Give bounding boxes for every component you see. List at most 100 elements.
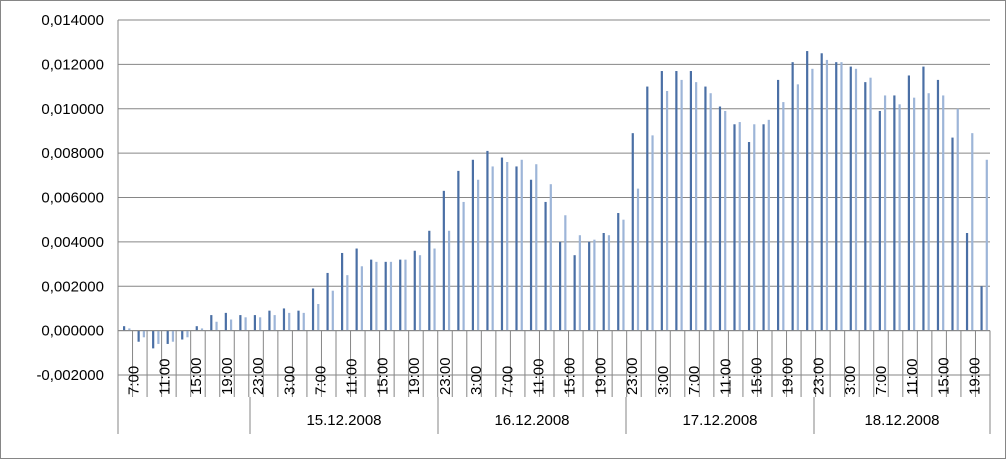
bar (825, 59, 829, 331)
bar (535, 164, 538, 331)
y-tick-label: 0,008000 (41, 145, 104, 162)
bar (375, 261, 378, 331)
x-hour-label: 19:00 (219, 357, 236, 395)
x-hour-label: 11:00 (530, 359, 547, 395)
bar (346, 275, 349, 331)
y-axis-ticks: -0,002000 0,000000 0,002000 0,004000 0,00600… (36, 12, 104, 384)
bar (898, 104, 901, 331)
x-hour-label: 23:00 (437, 357, 454, 395)
bar (965, 233, 969, 331)
bar (559, 241, 562, 331)
bar (651, 135, 654, 331)
bar (777, 79, 780, 331)
y-tick-label: 0,014000 (41, 12, 104, 29)
bar (680, 79, 683, 331)
x-date-label: 16.12.2008 (494, 412, 569, 429)
bar (762, 124, 765, 331)
x-axis-hour-labels: 7:00 11:00 15:00 19:00 23:00 3:00 7:00 11:00 15:… (126, 357, 984, 395)
bar (215, 321, 218, 331)
bar (355, 248, 358, 331)
bars (123, 51, 988, 349)
bar (869, 77, 872, 331)
bar (927, 93, 930, 331)
bar (331, 290, 334, 331)
bar (389, 261, 393, 331)
bar (593, 239, 596, 331)
bar (244, 317, 247, 331)
bar (195, 326, 198, 331)
bar (506, 162, 509, 331)
bar (273, 315, 276, 331)
bar (854, 68, 858, 331)
x-hour-label: 15:00 (375, 357, 392, 395)
y-tick-label: 0,004000 (41, 234, 104, 251)
y-tick-label: 0,000000 (41, 323, 104, 340)
bar (753, 124, 756, 331)
bar (704, 86, 707, 331)
bar (907, 75, 910, 331)
bar (433, 248, 436, 331)
bar (936, 79, 940, 331)
bar (564, 215, 567, 331)
bar (413, 250, 416, 331)
bar (157, 330, 160, 344)
bar (253, 315, 256, 331)
bar (224, 312, 227, 331)
x-hour-label: 19:00 (593, 357, 610, 395)
bar (922, 66, 925, 331)
x-hour-label: 15:00 (748, 357, 765, 395)
bar (288, 312, 291, 331)
bar (181, 330, 184, 340)
gridlines (117, 19, 990, 376)
bar (341, 252, 344, 331)
x-axis (117, 330, 991, 397)
bar (617, 213, 620, 331)
bar (500, 157, 504, 331)
bar (849, 66, 852, 331)
bar (942, 95, 945, 331)
bar (282, 308, 286, 331)
bar (166, 330, 169, 344)
y-tick-label: 0,006000 (41, 190, 104, 207)
x-hour-label: 11:00 (904, 359, 921, 395)
bar (520, 159, 523, 331)
bar (210, 315, 213, 331)
bar (767, 119, 770, 331)
bar (259, 317, 262, 331)
x-hour-label: 3:00 (468, 366, 485, 395)
x-hour-label: 7:00 (686, 366, 703, 395)
x-hour-label: 23:00 (250, 357, 267, 395)
bar (806, 51, 809, 331)
bar (607, 235, 611, 331)
bar (791, 62, 794, 331)
bar (956, 108, 959, 331)
bar (864, 82, 867, 331)
bar (588, 241, 591, 331)
x-hour-label: 19:00 (966, 357, 983, 395)
bar (738, 122, 741, 331)
bar (985, 159, 988, 331)
bar (317, 304, 320, 331)
y-tick-label: -0,002000 (36, 367, 104, 384)
bar (747, 142, 751, 331)
bar (675, 71, 678, 331)
x-hour-label: 7:00 (312, 366, 329, 395)
bar (733, 124, 736, 331)
bar (709, 93, 712, 331)
x-hour-label: 11:00 (717, 359, 734, 395)
x-axis-date-labels: 15.12.2008 16.12.2008 17.12.2008 18.12.2008 (117, 397, 991, 434)
bar (418, 255, 422, 331)
x-hour-label: 3:00 (281, 366, 298, 395)
x-hour-label: 23:00 (624, 357, 641, 395)
bar (370, 259, 373, 331)
x-date-label: 18.12.2008 (864, 412, 939, 429)
bar (486, 150, 489, 331)
x-hour-label: 19:00 (406, 357, 423, 395)
bar (491, 166, 494, 331)
x-hour-label: 7:00 (126, 366, 143, 395)
x-hour-label: 19:00 (780, 357, 797, 395)
bar (229, 319, 233, 331)
bar (913, 97, 916, 331)
bar (622, 219, 625, 331)
y-tick-label: 0,010000 (41, 101, 104, 118)
